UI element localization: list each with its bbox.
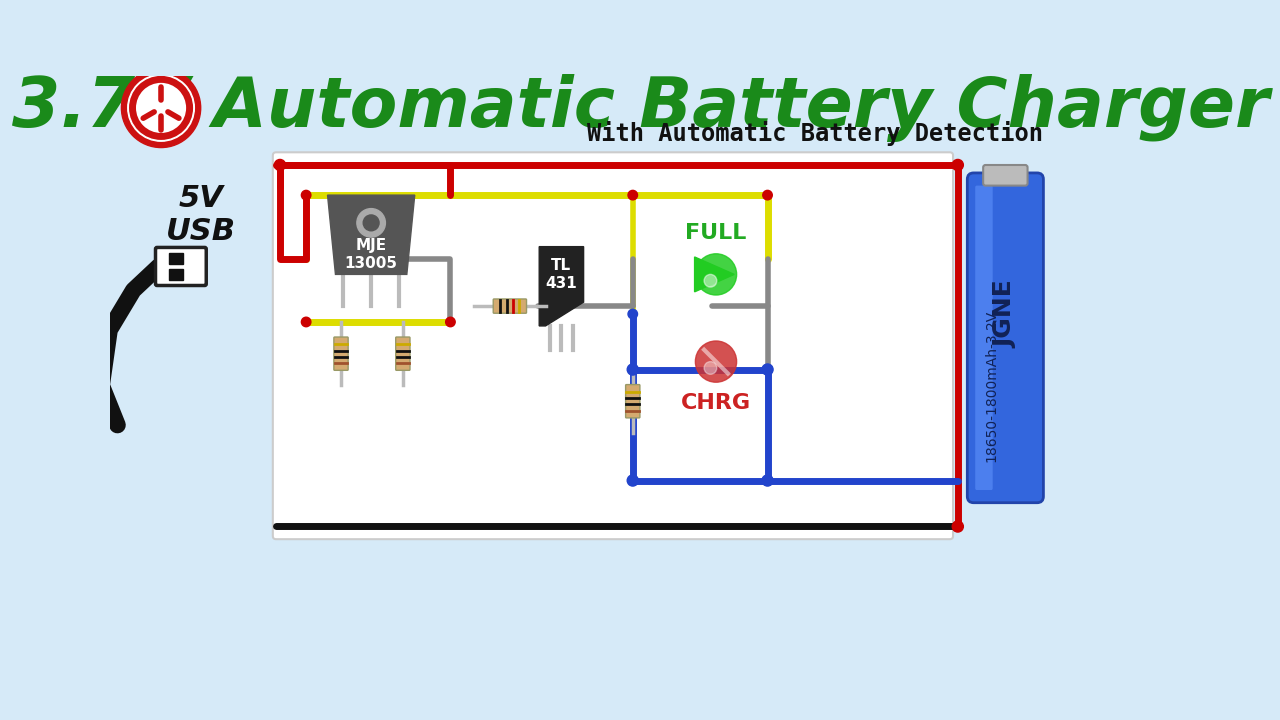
Circle shape [695, 253, 736, 295]
Circle shape [357, 209, 385, 237]
FancyBboxPatch shape [626, 384, 640, 418]
FancyBboxPatch shape [975, 186, 993, 490]
Circle shape [364, 215, 379, 231]
Text: MJE
13005: MJE 13005 [344, 238, 398, 271]
Circle shape [122, 68, 201, 148]
Circle shape [695, 341, 736, 382]
FancyBboxPatch shape [334, 337, 348, 370]
Polygon shape [695, 257, 735, 292]
Circle shape [628, 365, 637, 374]
Circle shape [763, 476, 772, 485]
Circle shape [128, 75, 195, 141]
Circle shape [763, 365, 772, 374]
Circle shape [628, 310, 637, 319]
Circle shape [628, 476, 637, 485]
Circle shape [762, 364, 773, 375]
Text: CHRG: CHRG [681, 393, 751, 413]
Circle shape [704, 274, 717, 287]
Circle shape [274, 159, 285, 171]
Text: 5V
USB: 5V USB [165, 184, 236, 246]
Circle shape [627, 364, 639, 375]
Circle shape [704, 361, 717, 374]
Text: TL
431: TL 431 [545, 258, 577, 291]
Circle shape [627, 475, 639, 486]
Polygon shape [539, 247, 584, 326]
Text: FULL: FULL [685, 223, 746, 243]
Bar [169, 253, 183, 264]
Polygon shape [328, 195, 415, 274]
FancyBboxPatch shape [273, 153, 954, 539]
Text: 3.7V Automatic Battery Charger: 3.7V Automatic Battery Charger [12, 74, 1270, 142]
Text: JGNE: JGNE [993, 280, 1018, 348]
Circle shape [301, 190, 311, 200]
Bar [169, 269, 183, 280]
Text: 18650-1800mAh-3.2V: 18650-1800mAh-3.2V [984, 310, 998, 462]
Circle shape [628, 190, 637, 200]
FancyBboxPatch shape [493, 299, 526, 313]
Circle shape [762, 475, 773, 486]
Circle shape [445, 318, 456, 327]
FancyBboxPatch shape [155, 248, 206, 286]
Text: With Automatic Battery Detection: With Automatic Battery Detection [588, 121, 1043, 145]
Circle shape [763, 190, 772, 200]
FancyBboxPatch shape [968, 173, 1043, 503]
FancyBboxPatch shape [983, 165, 1028, 186]
Circle shape [952, 521, 964, 532]
Circle shape [952, 159, 964, 171]
Circle shape [301, 318, 311, 327]
FancyBboxPatch shape [396, 337, 410, 370]
